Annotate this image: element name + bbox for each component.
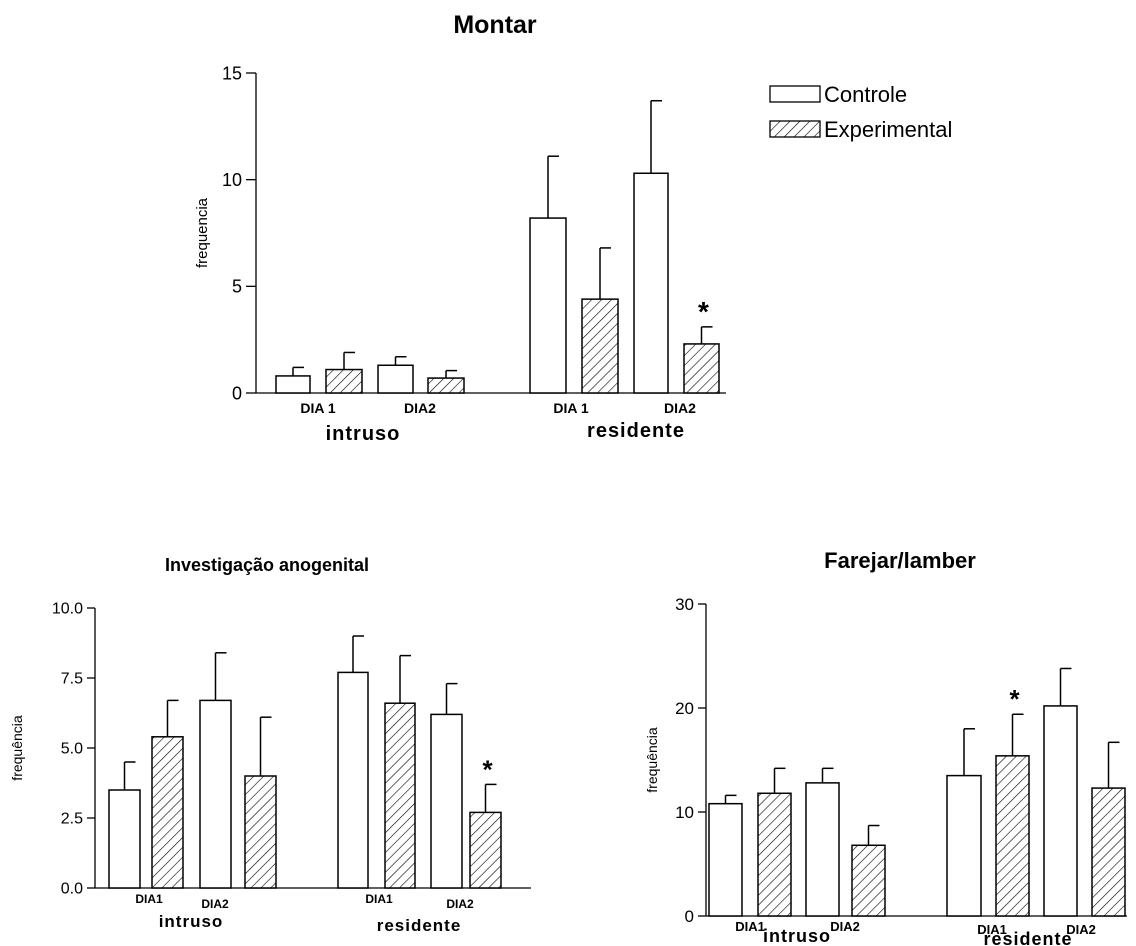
bar-control	[275, 375, 311, 394]
y-tick-label: 0	[232, 383, 242, 403]
chart-title: Investigação anogenital	[165, 555, 369, 575]
group-label: residente	[983, 929, 1072, 946]
day-label: DIA1	[977, 922, 1007, 937]
day-label: DIA1	[365, 892, 393, 906]
bar-control	[1043, 705, 1078, 917]
significance-star: *	[698, 296, 709, 327]
y-axis-label: frequencia	[194, 197, 211, 268]
bar-experimental	[851, 844, 886, 917]
day-label: DIA2	[201, 897, 229, 911]
significance-star: *	[482, 754, 493, 784]
day-label: DIA1	[735, 919, 765, 934]
day-label: DIA2	[404, 400, 436, 416]
bar-experimental	[1091, 787, 1126, 917]
legend: Controle Experimental	[769, 82, 952, 142]
bar-control	[108, 789, 141, 889]
bar-control	[377, 364, 414, 394]
y-tick-label: 0	[685, 907, 694, 926]
y-tick-label: 10	[222, 170, 242, 190]
bar-experimental	[244, 775, 277, 889]
bar-experimental	[757, 792, 792, 917]
bar-experimental	[995, 755, 1030, 917]
legend-swatch-experimental	[769, 120, 821, 138]
day-label: DIA 1	[300, 400, 335, 416]
bar-experimental	[683, 343, 720, 394]
group-label: residente	[587, 420, 685, 442]
bar-control	[529, 217, 567, 394]
bar-experimental	[151, 736, 184, 889]
group-label: intruso	[326, 423, 401, 445]
group-label: residente	[377, 916, 462, 935]
day-label: DIA2	[446, 897, 474, 911]
day-label: DIA 1	[553, 400, 588, 416]
bar-experimental	[427, 377, 465, 394]
bar-experimental	[325, 368, 363, 394]
day-label: DIA2	[664, 400, 696, 416]
chart-2: Investigação anogenital frequência 0.0 2.5 5…	[9, 555, 531, 935]
y-tick-label: 10.0	[52, 601, 83, 618]
bar-control	[805, 782, 840, 917]
y-tick-label: 30	[675, 595, 694, 614]
legend-swatch-control	[769, 85, 821, 103]
bar-control	[337, 671, 369, 889]
bar-control	[946, 774, 982, 917]
day-label: DIA2	[1066, 922, 1096, 937]
y-axis-label: frequência	[644, 727, 660, 793]
bar-experimental	[581, 298, 619, 394]
significance-star: *	[1009, 684, 1020, 714]
bar-control	[430, 713, 463, 889]
y-tick-label: 15	[222, 63, 242, 83]
y-tick-label: 10	[675, 803, 694, 822]
legend-label: Controle	[824, 82, 907, 107]
day-label: DIA2	[830, 919, 860, 934]
y-tick-label: 5	[232, 277, 242, 297]
y-axis-label: frequência	[9, 715, 25, 781]
chart-title: Montar	[453, 11, 537, 39]
day-label: DIA1	[135, 892, 163, 906]
y-tick-label: 7.5	[61, 671, 83, 688]
bar-experimental	[384, 702, 416, 889]
bar-control	[199, 699, 232, 889]
bar-control	[633, 172, 669, 394]
bar-control	[708, 802, 743, 917]
y-tick-label: 0.0	[61, 881, 83, 898]
chart-title: Farejar/lamber	[824, 548, 976, 573]
group-label: intruso	[763, 926, 831, 946]
chart-3: Farejar/lamber frequência 0 10 20 30 * DIA1 DIA2…	[644, 548, 1127, 946]
legend-label: Experimental	[824, 117, 952, 142]
bar-experimental	[469, 811, 502, 889]
y-tick-label: 5.0	[61, 741, 83, 758]
y-tick-label: 20	[675, 699, 694, 718]
y-tick-label: 2.5	[61, 811, 83, 828]
group-label: intruso	[159, 912, 224, 931]
